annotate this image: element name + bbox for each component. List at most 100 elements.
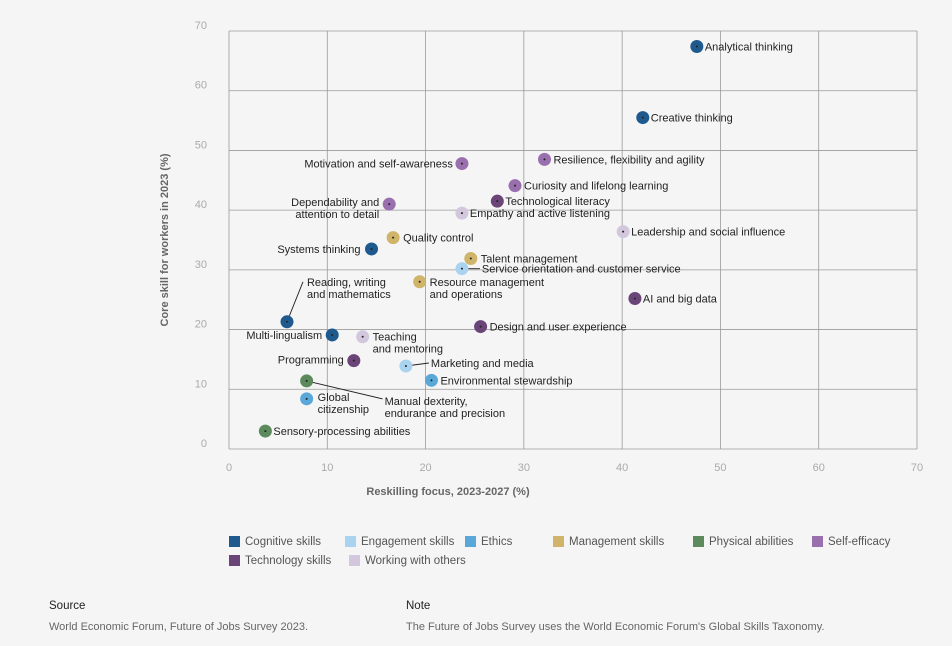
legend-swatch: [229, 536, 240, 547]
note-text: The Future of Jobs Survey uses the World…: [406, 621, 825, 633]
y-tick-label: 70: [195, 20, 207, 32]
legend-item: Physical abilities: [693, 536, 812, 548]
legend-swatch: [229, 555, 240, 566]
y-tick-label: 40: [195, 199, 207, 211]
data-label: Creative thinking: [651, 113, 733, 125]
y-tick-label: 10: [195, 378, 207, 390]
legend-swatch: [465, 536, 476, 547]
data-label: Marketing and media: [431, 358, 535, 370]
x-tick-label: 60: [813, 462, 825, 474]
x-tick-label: 50: [714, 462, 726, 474]
legend-row: Technology skills Working with others: [229, 551, 929, 570]
legend-item: Working with others: [349, 555, 479, 567]
x-tick-label: 70: [911, 462, 923, 474]
data-point-center: [633, 297, 636, 300]
legend-row: Cognitive skills Engagement skills Ethics M…: [229, 532, 929, 551]
data-point-center: [352, 359, 355, 362]
data-point-center: [392, 236, 395, 239]
data-point-center: [404, 364, 407, 367]
data-label: AI and big data: [643, 294, 718, 306]
data-label: Resource management and operations: [430, 277, 544, 301]
data-point-center: [469, 257, 472, 260]
data-point-center: [479, 325, 482, 328]
leader-line: [306, 380, 383, 400]
legend-swatch: [812, 536, 823, 547]
legend-swatch: [349, 555, 360, 566]
x-tick-label: 30: [518, 462, 530, 474]
x-tick-label: 40: [616, 462, 628, 474]
legend-swatch: [345, 536, 356, 547]
scatter-chart: 0 10 20 30 40 50 60 70 0 10 20 30 40 50 60 70 Reskilling…: [159, 20, 923, 498]
data-point-center: [361, 335, 364, 338]
x-tick-label: 20: [419, 462, 431, 474]
legend-label: Ethics: [481, 535, 513, 548]
data-label: Multi-lingualism: [246, 330, 322, 342]
data-label: Motivation and self-awareness: [304, 159, 453, 171]
x-tick-label: 10: [321, 462, 333, 474]
data-point-center: [388, 203, 391, 206]
data-label: Technological literacy: [505, 196, 610, 208]
data-point-center: [285, 320, 288, 323]
data-label: Teaching and mentoring: [373, 332, 443, 356]
data-label: Manual dexterity, endurance and precision: [385, 396, 505, 420]
y-tick-label: 30: [195, 259, 207, 271]
data-point-center: [543, 158, 546, 161]
legend-item: Self-efficacy: [812, 536, 912, 548]
legend-label: Cognitive skills: [245, 535, 322, 548]
data-label: Quality control: [403, 233, 473, 245]
data-label: Environmental stewardship: [440, 375, 572, 387]
data-point-center: [622, 230, 625, 233]
data-label: Curiosity and lifelong learning: [524, 181, 668, 193]
x-axis-title: Reskilling focus, 2023-2027 (%): [366, 486, 530, 498]
y-tick-label: 50: [195, 139, 207, 151]
legend-label: Physical abilities: [709, 535, 794, 548]
data-point-center: [695, 45, 698, 48]
data-point-center: [418, 280, 421, 283]
note-heading: Note: [406, 600, 431, 612]
y-tick-label: 60: [195, 80, 207, 92]
legend-label: Management skills: [569, 535, 665, 548]
data-point-center: [514, 184, 517, 187]
data-point-center: [460, 267, 463, 270]
data-point-center: [331, 333, 334, 336]
data-label: Resilience, flexibility and agility: [553, 154, 705, 166]
data-point-center: [264, 430, 267, 433]
data-point-center: [430, 379, 433, 382]
y-tick-label: 20: [195, 319, 207, 331]
legend-swatch: [693, 536, 704, 547]
data-point-center: [305, 379, 308, 382]
data-label: Empathy and active listening: [470, 208, 610, 220]
legend-item: Technology skills: [229, 555, 349, 567]
data-label: Talent management: [481, 254, 578, 266]
data-label: Dependability and attention to detail: [291, 197, 379, 221]
data-point-center: [496, 200, 499, 203]
legend-label: Technology skills: [245, 554, 332, 567]
data-label: Leadership and social influence: [631, 227, 785, 239]
chart-svg: 0 10 20 30 40 50 60 70 0 10 20 30 40 50 60 70 Reskilling…: [159, 20, 923, 498]
y-tick-label: 0: [201, 438, 207, 450]
x-tick-label: 0: [226, 462, 232, 474]
y-axis-title: Core skill for workers in 2023 (%): [159, 153, 171, 326]
legend-item: Cognitive skills: [229, 536, 345, 548]
legend-item: Ethics: [465, 536, 553, 548]
legend-label: Engagement skills: [361, 535, 455, 548]
data-point-center: [641, 116, 644, 119]
chart-legend: Cognitive skills Engagement skills Ethics M…: [229, 532, 929, 570]
legend-item: Management skills: [553, 536, 693, 548]
data-label: Programming: [278, 355, 344, 367]
data-point-center: [370, 247, 373, 250]
data-label: Sensory-processing abilities: [273, 426, 410, 438]
legend-item: Engagement skills: [345, 536, 465, 548]
data-label: Reading, writing and mathematics: [307, 277, 391, 301]
data-label: Design and user experience: [490, 322, 627, 334]
data-label: Analytical thinking: [705, 42, 793, 54]
source-block: Source World Economic Forum, Future of J…: [49, 600, 308, 633]
data-label: Global citizenship: [318, 392, 369, 416]
legend-label: Working with others: [365, 554, 466, 567]
legend-label: Self-efficacy: [828, 535, 891, 548]
source-heading: Source: [49, 600, 86, 612]
data-point-center: [460, 162, 463, 165]
data-point-center: [460, 212, 463, 215]
leader-line: [286, 281, 304, 322]
data-label: Systems thinking: [277, 244, 360, 256]
